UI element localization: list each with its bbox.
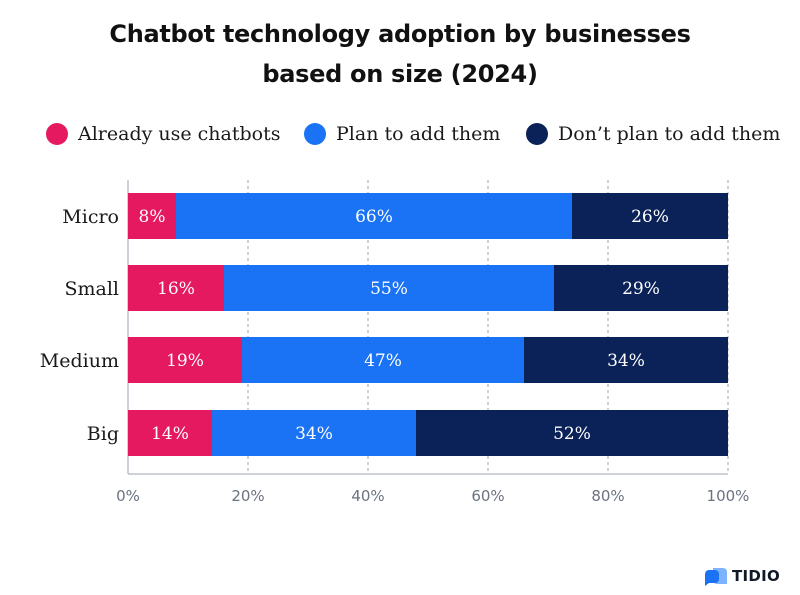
data-label-small-don-t-plan-to-add-them: 29% xyxy=(622,279,660,299)
legend-label-already-use: Already use chatbots xyxy=(78,123,281,145)
bar-medium-already-use-chatbots xyxy=(128,337,242,383)
legend-swatch-already-use xyxy=(46,123,68,145)
category-label-micro: Micro xyxy=(62,206,119,228)
x-tick-label-0: 0% xyxy=(116,487,140,505)
data-label-medium-plan-to-add-them: 47% xyxy=(364,351,402,371)
x-tick-label-40: 40% xyxy=(351,487,384,505)
bar-small-already-use-chatbots xyxy=(128,265,224,311)
data-label-small-plan-to-add-them: 55% xyxy=(370,279,408,299)
brand-name: TIDIO xyxy=(732,567,781,585)
legend-label-dont-plan: Don’t plan to add them xyxy=(558,123,781,145)
data-label-micro-already-use-chatbots: 8% xyxy=(139,207,166,227)
tidio-chat-bubble-icon xyxy=(705,568,727,586)
bar-medium-plan-to-add-them xyxy=(242,337,524,383)
bar-big-already-use-chatbots xyxy=(128,410,212,456)
bar-medium-don-t-plan-to-add-them xyxy=(524,337,728,383)
data-label-medium-already-use-chatbots: 19% xyxy=(166,351,204,371)
data-label-small-already-use-chatbots: 16% xyxy=(157,279,195,299)
legend-item-already-use: Already use chatbots xyxy=(46,118,281,150)
legend-label-plan-to-add: Plan to add them xyxy=(336,123,501,145)
legend-swatch-dont-plan xyxy=(526,123,548,145)
bar-big-don-t-plan-to-add-them xyxy=(416,410,728,456)
x-tick-label-20: 20% xyxy=(231,487,264,505)
bar-small-don-t-plan-to-add-them xyxy=(554,265,728,311)
data-label-big-already-use-chatbots: 14% xyxy=(151,424,189,444)
bar-small-plan-to-add-them xyxy=(224,265,554,311)
legend-item-dont-plan: Don’t plan to add them xyxy=(526,118,780,150)
data-label-big-don-t-plan-to-add-them: 52% xyxy=(553,424,591,444)
x-tick-label-80: 80% xyxy=(591,487,624,505)
chart-title-line-2: based on size (2024) xyxy=(262,60,538,88)
data-label-medium-don-t-plan-to-add-them: 34% xyxy=(607,351,645,371)
brand-logo: TIDIO xyxy=(704,564,780,588)
x-tick-label-60: 60% xyxy=(471,487,504,505)
data-label-micro-plan-to-add-them: 66% xyxy=(355,207,393,227)
legend-item-plan-to-add: Plan to add them xyxy=(304,118,500,150)
data-label-big-plan-to-add-them: 34% xyxy=(295,424,333,444)
data-label-micro-don-t-plan-to-add-them: 26% xyxy=(631,207,669,227)
legend: Already use chatbots Plan to add them Do… xyxy=(46,118,780,150)
category-label-medium: Medium xyxy=(40,350,119,372)
legend-swatch-plan-to-add xyxy=(304,123,326,145)
bar-micro-already-use-chatbots xyxy=(128,193,176,239)
chart-title: Chatbot technology adoption by businesse… xyxy=(0,14,800,94)
bar-micro-don-t-plan-to-add-them xyxy=(572,193,728,239)
category-label-small: Small xyxy=(64,278,119,300)
bar-big-plan-to-add-them xyxy=(212,410,416,456)
category-label-big: Big xyxy=(87,423,119,445)
x-tick-label-100: 100% xyxy=(707,487,750,505)
bar-micro-plan-to-add-them xyxy=(176,193,572,239)
chart-title-line-1: Chatbot technology adoption by businesse… xyxy=(109,20,691,48)
